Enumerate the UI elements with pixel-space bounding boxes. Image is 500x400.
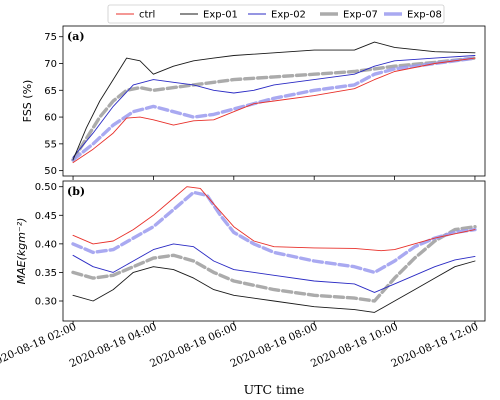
legend-label-exp-08: Exp-08 bbox=[407, 10, 442, 21]
panel-b-ytick-label: 0.30 bbox=[35, 297, 57, 308]
panel-b-ytick-label: 0.50 bbox=[35, 182, 57, 193]
panel-a-ytick-label: 60 bbox=[44, 113, 57, 124]
x-axis-title: UTC time bbox=[244, 382, 305, 397]
panel-a-ylabel: FSS (%) bbox=[21, 80, 34, 123]
panel-a-ytick-label: 55 bbox=[44, 139, 57, 150]
legend-label-exp-01: Exp-01 bbox=[203, 10, 238, 21]
legend-label-ctrl: ctrl bbox=[139, 10, 155, 21]
x-tick-label: 2020-08-18 02:00 bbox=[0, 321, 78, 370]
panel-a-frame bbox=[62, 25, 486, 177]
panel-b-frame bbox=[62, 180, 486, 322]
legend-label-exp-07: Exp-07 bbox=[343, 10, 378, 21]
panel-b-series-ctrl bbox=[72, 186, 476, 252]
panel-a-series-exp-01 bbox=[72, 41, 476, 161]
panel-a: (a) FSS (%) 50 55 60 65 70 75 bbox=[21, 25, 486, 180]
panel-b-ytick-label: 0.40 bbox=[35, 239, 57, 250]
x-tick-label: 2020-08-18 06:00 bbox=[148, 321, 239, 370]
panel-b-series-exp-08 bbox=[71, 190, 477, 275]
panel-a-series-exp-02 bbox=[72, 55, 476, 158]
legend: ctrl Exp-01 Exp-02 Exp-07 Exp-08 bbox=[107, 4, 445, 24]
panel-b: (b) MAE(kgm⁻²) 0.30 0.35 0.40 0.45 0.50 bbox=[15, 180, 486, 325]
panel-a-ytick-label: 70 bbox=[44, 59, 57, 70]
x-tick-label: 2020-08-18 04:00 bbox=[68, 321, 159, 370]
panel-b-series-exp-02 bbox=[72, 243, 476, 293]
panel-a-ytick-label: 50 bbox=[44, 166, 57, 177]
x-tick-label: 2020-08-18 10:00 bbox=[309, 321, 400, 370]
panel-a-series-ctrl bbox=[72, 57, 476, 164]
x-tick-label: 2020-08-18 08:00 bbox=[229, 321, 320, 370]
panel-a-ytick-label: 65 bbox=[44, 86, 57, 97]
panel-b-ytick-label: 0.35 bbox=[35, 268, 57, 279]
legend-box bbox=[107, 4, 445, 24]
panel-b-label: (b) bbox=[67, 185, 85, 198]
panel-b-ytick-label: 0.45 bbox=[35, 211, 57, 222]
panel-a-ytick-label: 75 bbox=[44, 32, 57, 43]
panel-b-series-exp-07 bbox=[71, 225, 477, 303]
panel-a-label: (a) bbox=[67, 30, 85, 43]
x-tick-label: 2020-08-18 12:00 bbox=[389, 321, 480, 370]
panel-a-series-exp-07 bbox=[71, 56, 477, 162]
legend-label-exp-02: Exp-02 bbox=[271, 10, 306, 21]
panel-b-series-exp-01 bbox=[72, 260, 476, 313]
panel-a-series-exp-08 bbox=[71, 56, 477, 162]
panel-b-ylabel: MAE(kgm⁻²) bbox=[15, 218, 28, 285]
